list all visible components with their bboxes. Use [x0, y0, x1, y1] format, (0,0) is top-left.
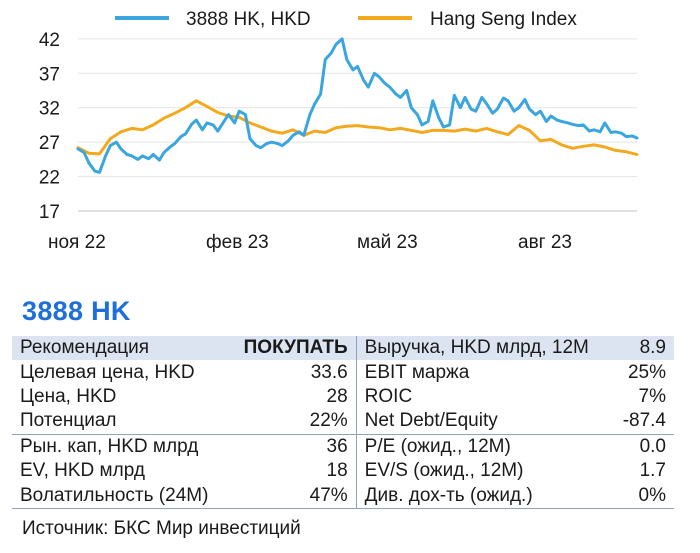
metric-value: -87.4 — [611, 409, 674, 435]
gridlines — [78, 38, 637, 178]
metric-value: 28 — [228, 384, 357, 410]
metric-value: 18 — [228, 458, 357, 484]
source-note: Источник: БКС Мир инвестиций — [22, 518, 301, 539]
x-tick-label: фев 23 — [206, 232, 269, 253]
metric-value: 0% — [611, 483, 674, 509]
metric-label: Net Debt/Equity — [356, 409, 612, 435]
table-row: Целевая цена, HKD 33.6 EBIT маржа 25% — [12, 360, 674, 385]
table-row: Рын. кап, HKD млрд 36 P/E (ожид., 12M) 0… — [12, 434, 674, 459]
y-axis-labels: 17 22 27 32 37 42 — [39, 30, 60, 223]
table-row: EV, HKD млрд 18 EV/S (ожид., 12M) 1.7 — [12, 458, 674, 484]
metric-label: Рекомендация — [12, 336, 229, 361]
metric-value: 47% — [228, 483, 357, 509]
x-tick-label: авг 23 — [518, 232, 572, 253]
metric-label: EV, HKD млрд — [20, 460, 145, 482]
metric-label: ROIC — [364, 385, 413, 407]
metric-label: Цена, HKD — [20, 385, 117, 407]
series-lines — [76, 37, 639, 174]
metric-value: 1.7 — [639, 460, 666, 482]
recommendation-value: ПОКУПАТЬ — [228, 336, 357, 361]
series-line-hang-seng — [76, 99, 639, 156]
series-line-3888 — [76, 37, 639, 174]
ticker-title: 3888 HK — [22, 296, 131, 326]
metric-label: Волатильность (24M) — [12, 483, 229, 509]
metric-label: Див. дох-ть (ожид.) — [356, 483, 612, 509]
metric-value: 33.6 — [228, 360, 357, 385]
y-tick-label: 42 — [39, 30, 60, 51]
table-row: Рекомендация ПОКУПАТЬ Выручка, HKD млрд,… — [12, 336, 674, 361]
table-row: Потенциал 22% Net Debt/Equity -87.4 — [12, 409, 674, 435]
y-tick-label: 22 — [39, 168, 60, 189]
price-chart: 3888 HK, HKD Hang Seng Index 17 22 27 32 37 4… — [39, 9, 639, 253]
table-row: Волатильность (24M) 47% Див. дох-ть (ожи… — [12, 483, 674, 509]
metric-label: P/E (ожид., 12M) — [364, 435, 511, 457]
y-tick-label: 17 — [39, 202, 60, 223]
metric-value: 22% — [228, 409, 357, 435]
metric-label: Целевая цена, HKD — [20, 361, 195, 383]
metric-label: EBIT маржа — [364, 361, 470, 383]
chart-legend: 3888 HK, HKD Hang Seng Index — [115, 9, 577, 30]
x-tick-label: ноя 22 — [48, 232, 106, 253]
y-tick-label: 27 — [39, 133, 60, 154]
metric-value: 25% — [627, 361, 666, 383]
metric-value: 7% — [638, 385, 666, 407]
y-tick-label: 32 — [39, 99, 60, 120]
metrics-table: Рекомендация ПОКУПАТЬ Выручка, HKD млрд,… — [12, 336, 674, 509]
y-tick-label: 37 — [39, 64, 60, 85]
table-row: Цена, HKD 28 ROIC 7% — [12, 384, 674, 410]
x-tick-label: май 23 — [357, 232, 418, 253]
x-axis-labels: ноя 22 фев 23 май 23 авг 23 — [48, 232, 572, 253]
legend-label-3888: 3888 HK, HKD — [186, 9, 311, 30]
metric-label: EV/S (ожид., 12M) — [364, 460, 524, 482]
metric-value: 0.0 — [639, 435, 666, 457]
metric-label: Выручка, HKD млрд, 12M — [356, 336, 612, 361]
metric-label: Потенциал — [12, 409, 229, 435]
metric-value: 8.9 — [611, 336, 674, 361]
metric-value: 36 — [228, 434, 357, 459]
metric-label: Рын. кап, HKD млрд — [20, 435, 199, 457]
legend-label-hang-seng: Hang Seng Index — [430, 9, 577, 30]
